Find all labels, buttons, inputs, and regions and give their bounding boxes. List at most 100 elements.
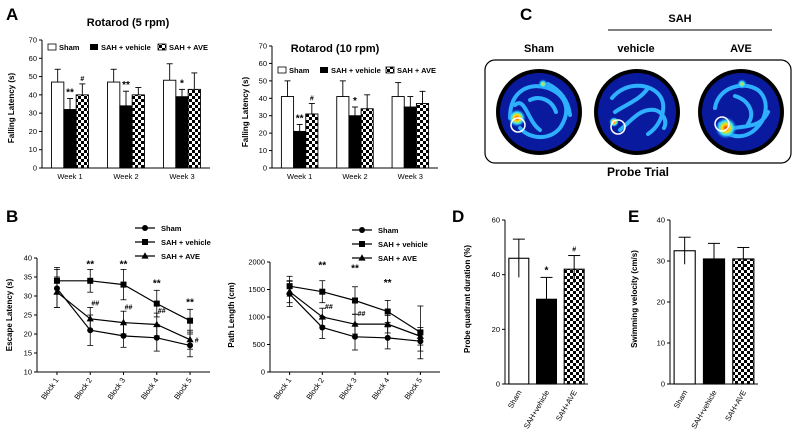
- legend-label-ave: SAH + AVE: [397, 66, 436, 75]
- y-tick-label: 500: [252, 340, 265, 349]
- path-length-chart: Path Length (cm) 0 500 1000 1500 2000 Block 1…: [227, 226, 440, 401]
- x-tick-label: Block 2: [72, 376, 93, 401]
- legend-label: SAH + vehicle: [378, 240, 428, 249]
- significance-label: #: [572, 247, 576, 254]
- x-tick-label: Block 2: [304, 376, 325, 401]
- legend-label: SAH + AVE: [378, 254, 417, 263]
- significance-label: ##: [125, 304, 133, 311]
- hotspot-ave: [715, 117, 737, 139]
- y-tick-label: 0: [261, 368, 265, 377]
- sah-header: SAH: [668, 13, 691, 25]
- bar-sham: [280, 96, 295, 169]
- x-tick-label: Block 3: [106, 376, 127, 401]
- legend: Sham SAH + vehicle SAH + AVE: [47, 43, 208, 52]
- x-tick-label: SAH+AVE: [554, 389, 579, 423]
- x-tick-label: Block 1: [272, 376, 293, 401]
- y-axis-label: Swimming velocity (cm/s): [630, 250, 639, 348]
- y-tick-label: 10: [24, 368, 32, 377]
- chart-title: Rotarod (10 rpm): [291, 43, 380, 55]
- platform-marker-ave: [714, 116, 730, 132]
- x-tick-label: Block 4: [370, 376, 391, 401]
- bar-sah-ave: [415, 103, 430, 169]
- bar-sah-vehicle: [403, 106, 417, 169]
- y-tick-label: 50: [259, 76, 267, 85]
- significance-label: **: [153, 279, 161, 290]
- marker-circle: [142, 225, 148, 231]
- escape-latency-chart: Escape Latency (s) 10 15 20 25 30 35 40 Block 1…: [5, 224, 211, 401]
- swim-path-sham: [508, 82, 572, 139]
- marker-triangle: [358, 254, 366, 261]
- x-tick-label: Block 1: [39, 376, 60, 401]
- significance-label: **: [122, 80, 130, 91]
- legend-label: Sham: [378, 226, 399, 235]
- legend-label: Sham: [161, 224, 182, 233]
- bar-sah-vehicle: [293, 130, 307, 169]
- significance-label: ##: [358, 311, 366, 318]
- x-tick-label: Week 1: [287, 172, 312, 181]
- y-tick-label: 10: [29, 145, 37, 154]
- y-axis-label: Escape Latency (s): [5, 278, 14, 351]
- legend-label-sham: Sham: [59, 43, 80, 52]
- significance-label: **: [86, 260, 94, 271]
- significance-label: #: [195, 337, 199, 344]
- bar-sham: [163, 79, 177, 169]
- significance-label: ##: [91, 301, 99, 308]
- legend-label-sham: Sham: [289, 66, 310, 75]
- marker-triangle: [86, 315, 94, 322]
- bar-sham: [673, 250, 696, 385]
- y-tick-label: 1000: [248, 313, 265, 322]
- marker-square: [142, 239, 148, 245]
- x-tick-label: Sham: [672, 389, 690, 410]
- bar-sah-ave: [732, 258, 755, 385]
- x-tick-label: Week 3: [398, 172, 423, 181]
- significance-label: *: [545, 265, 549, 276]
- marker-triangle: [416, 332, 424, 339]
- rotarod-5rpm-chart: Rotarod (5 rpm) Falling Latency (s) Sham…: [7, 17, 210, 181]
- panel-label-c: C: [520, 5, 532, 24]
- y-tick-label: 20: [492, 325, 500, 334]
- marker-square: [359, 241, 365, 247]
- y-tick-label: 30: [29, 109, 37, 118]
- x-tick-label: Week 2: [342, 172, 367, 181]
- significance-label: **: [186, 298, 194, 309]
- marker-square: [87, 277, 94, 284]
- y-tick-label: 40: [259, 94, 267, 103]
- y-axis-label: Probe quadrant duration (%): [463, 245, 472, 353]
- marker-triangle: [186, 335, 194, 343]
- marker-square: [319, 288, 326, 295]
- heatmap-label-ave: AVE: [730, 43, 752, 55]
- bar-sham: [336, 96, 350, 169]
- x-tick-label: SAH+AVE: [723, 389, 748, 423]
- bar-sah-vehicle: [175, 96, 189, 169]
- significance-label: ##: [158, 308, 166, 315]
- significance-label: #: [310, 96, 314, 103]
- bar-sah-vehicle: [702, 258, 726, 385]
- y-tick-label: 1500: [248, 285, 265, 294]
- panel-label-b: B: [6, 207, 18, 226]
- probe-quadrant-chart: Probe quadrant duration (%) 0204060ShamS…: [463, 216, 588, 431]
- y-tick-label: 40: [24, 254, 32, 263]
- significance-label: **: [384, 278, 392, 289]
- marker-circle: [384, 334, 391, 341]
- x-tick-label: Block 4: [139, 376, 160, 401]
- significance-label: ##: [325, 304, 333, 311]
- marker-square: [384, 308, 391, 315]
- x-tick-label: Week 1: [57, 172, 82, 181]
- bar-sah-ave: [75, 94, 89, 169]
- panel-label-d: D: [452, 207, 464, 226]
- y-tick-label: 0: [661, 380, 665, 389]
- y-tick-label: 0: [263, 164, 267, 173]
- significance-label: **: [351, 263, 359, 274]
- probe-trial-label: Probe Trial: [607, 165, 669, 179]
- significance-label: **: [66, 88, 74, 99]
- marker-triangle: [384, 320, 392, 327]
- y-tick-label: 35: [24, 273, 32, 282]
- bar-sah-ave: [131, 94, 145, 169]
- marker-triangle: [153, 320, 161, 328]
- x-tick-label: SAH+vehicle: [522, 389, 551, 431]
- swim-path-vehicle: [610, 83, 668, 136]
- legend-label-ave: SAH + AVE: [169, 43, 208, 52]
- y-tick-label: 2000: [248, 258, 265, 267]
